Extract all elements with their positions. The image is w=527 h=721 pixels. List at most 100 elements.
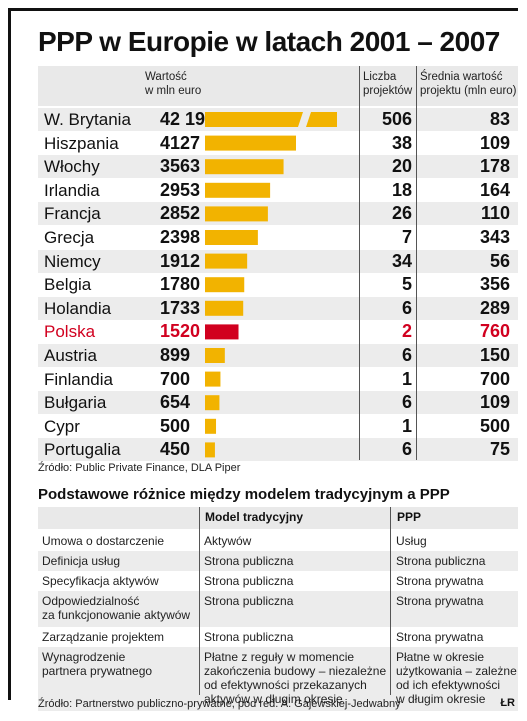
value-label: 1912 [160,250,201,271]
value-label: 700 [160,368,191,389]
country-label: Francja [44,204,101,224]
bar-Hiszpania [205,135,296,151]
table-row: Portugalia 450 6 75 [38,438,518,462]
average-label: 83 [489,109,510,129]
comparison-ppp: Strona publiczna [396,554,486,568]
header-projects: Liczba projektów [363,71,413,97]
comparison-row: Odpowiedzialność za funkcjonowanie aktyw… [38,591,518,627]
projects-label: 6 [401,297,412,318]
comparison-row: Umowa o dostarczenie Aktywów Usług [38,531,518,551]
country-label: Holandia [44,298,112,318]
average-label: 178 [479,156,510,177]
table-row: Belgia 1780 5 356 [38,273,518,296]
comparison-traditional: Strona publiczna [204,574,294,588]
country-label: Belgia [44,275,92,295]
table-row: Holandia 1733 6 289 [38,296,518,320]
frame-left-rule [8,8,11,700]
comparison-traditional: Strona publiczna [204,554,294,568]
comparison-row: Zarządzanie projektem Strona publiczna Str… [38,627,518,647]
bar-Belgia [205,277,245,293]
country-label: Finlandia [44,369,113,389]
projects-label: 18 [391,179,412,200]
value-label: 1780 [160,274,201,295]
projects-label: 6 [401,392,412,413]
comparison-label: Odpowiedzialność za funkcjonowanie aktyw… [42,594,191,622]
projects-label: 5 [401,274,412,295]
comparison-row: Wynagrodzenie partnera prywatnego Płatne … [38,647,518,711]
bar-W. Brytania [205,112,303,127]
projects-label: 6 [401,345,412,365]
table-row: Niemcy 1912 34 56 [38,249,518,273]
country-label: Cypr [44,416,80,436]
source-note-1: Źródło: Public Private Finance, DLA Pipe… [38,462,241,474]
table-row: Irlandia 2953 18 164 [38,179,518,202]
comparison-traditional: Strona publiczna [204,594,294,608]
bar-W. Brytania-break [306,112,337,127]
value-label: 450 [160,439,191,460]
country-label: Polska [44,322,96,342]
average-label: 164 [479,179,510,200]
average-label: 109 [479,392,510,413]
projects-label: 6 [401,439,412,460]
average-label: 700 [479,368,510,389]
comparison-header-band [38,507,518,529]
comparison-label: Specyfikacja aktywów [42,574,159,588]
projects-label: 34 [391,250,412,271]
comparison-title: Podstawowe różnice między modelem tradyc… [38,486,450,503]
comparison-header-traditional: Model tradycyjny [205,510,304,524]
value-label: 2398 [160,227,201,247]
projects-label: 1 [401,368,412,389]
projects-label: 20 [391,156,412,177]
country-label: Austria [44,346,97,365]
bar-Polska [205,324,239,340]
projects-label: 506 [381,109,412,129]
page-title: PPP w Europie w latach 2001 – 2007 [38,26,500,57]
table-row: Austria 899 6 150 [38,344,518,367]
average-label: 75 [489,439,510,460]
comparison-row: Specyfikacja aktywów Strona publiczna Stro… [38,571,518,591]
value-label: 1520 [160,321,201,342]
bar-Portugalia [205,442,215,458]
column-divider-1 [359,66,360,460]
value-label: 42 196 [160,109,216,129]
frame-top-rule [8,8,518,11]
comparison-traditional: Strona publiczna [204,630,294,644]
bar-Bułgaria [205,395,220,411]
average-label: 500 [479,415,510,436]
projects-label: 7 [401,227,412,247]
value-label: 899 [160,345,191,365]
country-label: Niemcy [44,251,101,271]
bar-Finlandia [205,371,221,387]
country-label: Hiszpania [44,133,119,153]
bar-Austria [205,348,225,363]
average-label: 109 [479,132,510,153]
comparison-ppp: Płatne w okresie użytkowania – zależne o… [396,650,517,706]
projects-label: 1 [401,415,412,436]
value-label: 4127 [160,132,201,153]
country-label: Bułgaria [44,393,107,413]
header-value: Wartość w mln euro [145,71,202,97]
country-label: Włochy [44,157,100,177]
bar-Włochy [205,159,284,175]
bar-Grecja [205,230,258,245]
bar-Niemcy [205,253,248,269]
average-label: 110 [480,203,510,224]
table-row: Cypr 500 1 500 [38,415,518,438]
bar-Irlandia [205,182,271,198]
country-label: W. Brytania [44,110,131,129]
table-header-band [38,66,518,106]
average-label: 289 [479,297,510,318]
average-label: 356 [479,274,510,295]
table-row: Grecja 2398 7 343 [38,226,518,249]
table-row: Francja 2852 26 110 [38,202,518,226]
comparison-header-ppp: PPP [397,510,422,524]
table-row: Bułgaria 654 6 109 [38,391,518,415]
column-divider-2 [416,66,417,460]
comparison-label: Wynagrodzenie partnera prywatnego [42,650,153,678]
projects-label: 26 [391,203,412,224]
table-row: Finlandia 700 1 700 [38,368,518,391]
value-label: 500 [160,415,191,436]
comparison-divider-2 [390,507,391,695]
comparison-label: Zarządzanie projektem [42,630,165,644]
bar-Cypr [205,418,217,434]
